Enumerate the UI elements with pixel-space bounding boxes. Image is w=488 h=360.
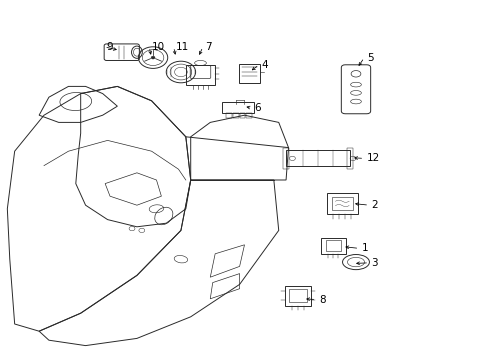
Text: 4: 4 (261, 60, 268, 70)
Text: 12: 12 (366, 153, 379, 163)
Text: 2: 2 (371, 200, 378, 210)
Text: 1: 1 (361, 243, 368, 253)
Text: 3: 3 (371, 258, 378, 268)
Text: 7: 7 (205, 42, 212, 52)
Text: 8: 8 (318, 294, 325, 305)
Text: 6: 6 (254, 103, 261, 113)
Circle shape (151, 56, 155, 59)
Text: 10: 10 (151, 42, 164, 52)
Text: 5: 5 (366, 53, 373, 63)
Text: 11: 11 (176, 42, 189, 52)
Text: 9: 9 (106, 42, 113, 52)
